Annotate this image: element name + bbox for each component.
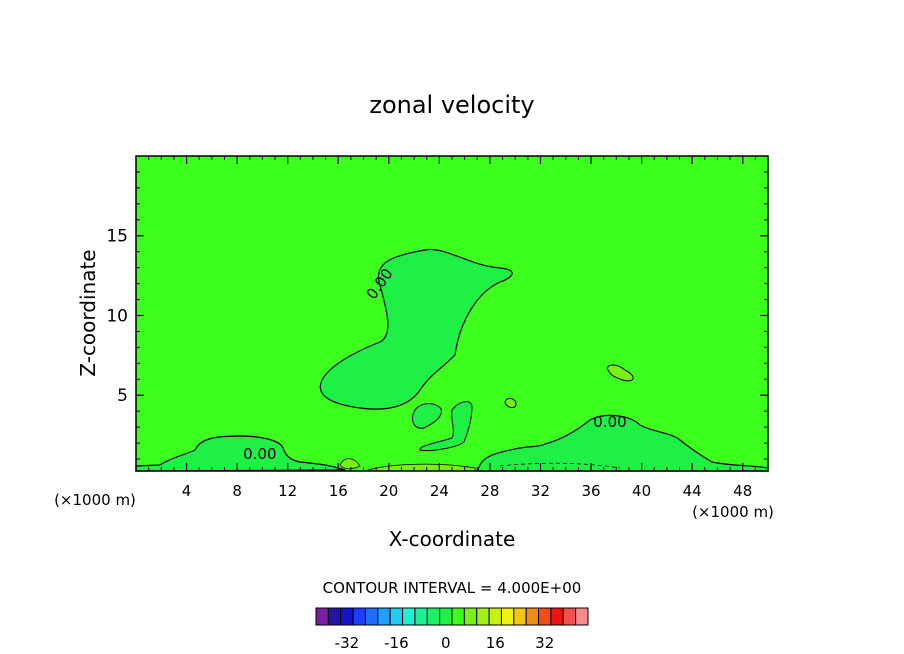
colorbar-tick-label: 0 (441, 634, 451, 652)
x-tick-label: 36 (581, 482, 600, 500)
y-tick-label: 10 (106, 306, 128, 326)
x-tick-label: 16 (329, 482, 348, 500)
x-tick-label: 32 (531, 482, 550, 500)
colorbar-title: CONTOUR INTERVAL = 4.000E+00 (323, 579, 582, 597)
x-unit-note-left: (×1000 m) (54, 491, 136, 509)
colorbar-cell (550, 607, 564, 626)
contour-region-upper (319, 248, 513, 410)
colorbar-cell (476, 607, 490, 626)
contour-region-lower-left (135, 435, 346, 472)
colorbar-tick-label: 16 (486, 634, 505, 652)
x-tick-label: 28 (480, 482, 499, 500)
plot-area: 0.000.000.00 4 8 12 16 20 24 28 32 36 40 44 48 5101… (106, 155, 769, 500)
colorbar-cell (364, 607, 379, 626)
colorbar-cell (463, 607, 478, 626)
contour-region-small-4 (419, 401, 473, 451)
x-axis-label: X-coordinate (389, 527, 516, 551)
colorbar-cell (352, 607, 366, 626)
contour-region-small-3 (411, 403, 442, 429)
colorbar-tick-label: 32 (535, 634, 554, 652)
x-tick-label: 4 (182, 482, 192, 500)
colorbar-cell (327, 607, 342, 626)
x-tick-label: 44 (683, 482, 702, 500)
x-axis-ticks: 4 8 12 16 20 24 28 32 36 40 44 48 (148, 156, 756, 500)
x-tick-label: 40 (632, 482, 651, 500)
x-unit-note-right: (×1000 m) (692, 503, 774, 521)
colorbar-cell (340, 607, 354, 626)
x-tick-label: 12 (278, 482, 297, 500)
contour-label: 0.00 (593, 413, 626, 431)
chart-title: zonal velocity (369, 91, 534, 119)
contour-region-small-5 (339, 458, 361, 470)
y-axis-ticks: 5 10 15 (106, 171, 768, 460)
colorbar-cell (315, 607, 329, 626)
y-axis-label: Z-coordinate (76, 249, 100, 376)
colorbar-cell (439, 607, 453, 626)
colorbar-cell (488, 607, 502, 626)
y-tick-label: 5 (117, 386, 128, 406)
colorbar-cell (500, 607, 515, 626)
contour-region-lower-right (477, 414, 769, 472)
colorbar-cell (513, 607, 527, 626)
colorbar-cell (562, 607, 577, 626)
x-tick-label: 24 (430, 482, 449, 500)
x-tick-label: 48 (733, 482, 752, 500)
colorbar-cell (402, 607, 416, 626)
colorbar-cell (451, 607, 465, 626)
colorbar-cell (426, 607, 441, 626)
y-tick-label: 15 (106, 227, 128, 247)
x-tick-label: 8 (232, 482, 242, 500)
x-tick-label: 20 (379, 482, 398, 500)
contour-region-small-1 (606, 364, 634, 382)
colorbar: -32 -16 0 16 32 (315, 607, 589, 652)
colorbar-cell (377, 607, 391, 626)
colorbar-cell (389, 607, 404, 626)
colorbar-cell (575, 607, 589, 626)
colorbar-cell (538, 607, 552, 626)
contour-label: 0.00 (243, 445, 276, 463)
colorbar-tick-label: -16 (384, 634, 409, 652)
contour-region-small-2 (504, 397, 517, 409)
colorbar-tick-label: -32 (335, 634, 360, 652)
colorbar-cell (414, 607, 428, 626)
colorbar-cell (525, 607, 540, 626)
contour-dashed-line (499, 462, 621, 469)
